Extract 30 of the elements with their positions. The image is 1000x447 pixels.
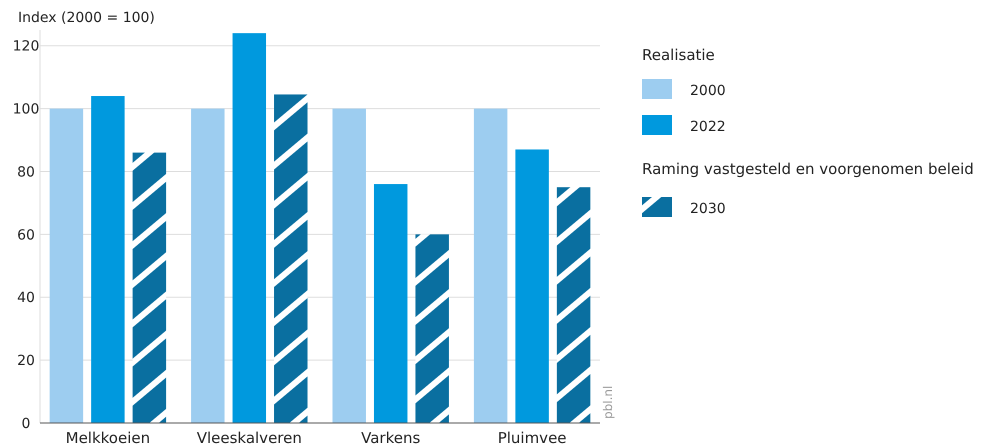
- bar: [191, 108, 225, 423]
- x-tick-label: Pluimvee: [498, 429, 567, 447]
- bar: [232, 33, 266, 423]
- text: Raming vastgesteld en voorgenomen beleid: [642, 160, 974, 178]
- y-tick-label: 40: [17, 290, 35, 306]
- legend-label: 2030: [690, 201, 726, 217]
- x-tick-label: Varkens: [361, 429, 420, 447]
- legend-label: 2022: [690, 119, 726, 135]
- legend-title: Realisatie: [642, 46, 715, 64]
- text: pbl.nl: [601, 386, 615, 419]
- bar: [474, 108, 508, 423]
- y-tick-label: 100: [12, 102, 40, 118]
- y-tick-label: 0: [22, 416, 30, 432]
- legend-label: 2000: [690, 83, 726, 99]
- y-tick-label: 120: [12, 38, 40, 55]
- x-tick-label: Melkkoeien: [66, 429, 150, 447]
- y-tick-label: 60: [17, 227, 35, 244]
- bar: [415, 234, 449, 423]
- bar: [374, 184, 408, 423]
- bar: [332, 108, 366, 423]
- y-tick-label: 20: [17, 353, 35, 370]
- x-tick-label: Vleeskalveren: [196, 429, 302, 447]
- bar: [556, 187, 590, 423]
- bar: [91, 96, 125, 423]
- y-tick-label: 80: [17, 164, 35, 180]
- bar: [50, 108, 84, 423]
- y-axis-title: Index (2000 = 100): [18, 10, 155, 26]
- bar: [515, 149, 549, 423]
- bar: [132, 152, 166, 423]
- bar: [274, 94, 308, 423]
